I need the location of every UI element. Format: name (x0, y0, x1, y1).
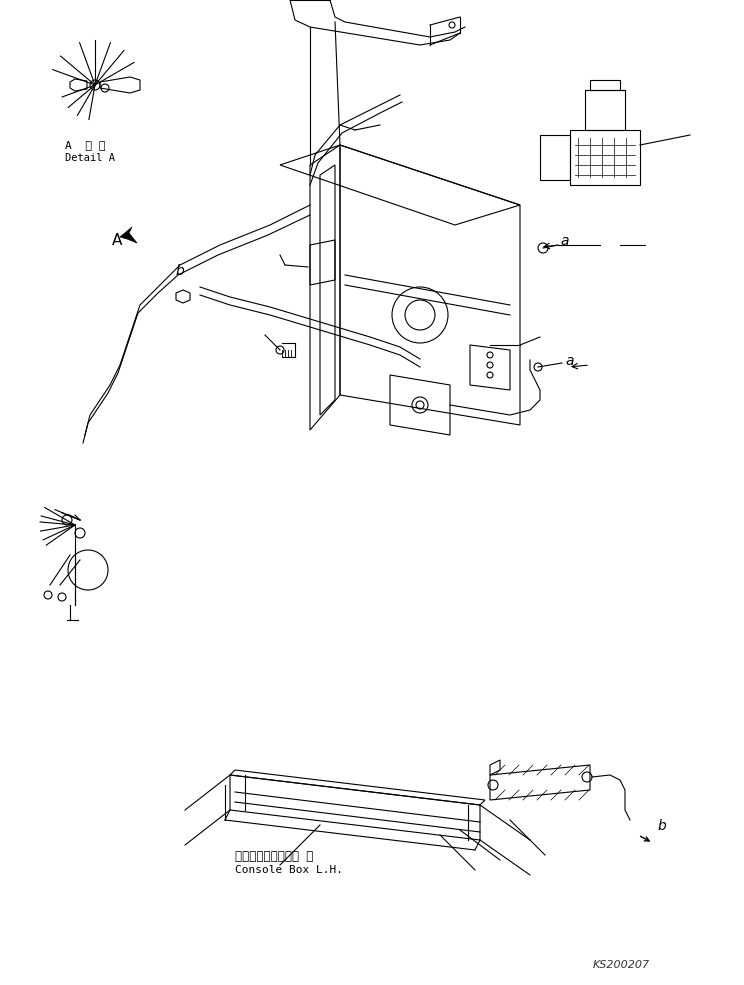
Text: A: A (112, 233, 122, 248)
Bar (570, 130, 640, 185)
Text: a: a (560, 234, 568, 248)
Text: Console Box L.H.: Console Box L.H. (235, 865, 343, 875)
Text: Detail A: Detail A (65, 153, 115, 163)
Text: a: a (565, 354, 574, 368)
Text: KS200207: KS200207 (593, 960, 650, 970)
Polygon shape (120, 227, 137, 243)
Text: b: b (175, 264, 184, 278)
Text: A  詳 細: A 詳 細 (65, 140, 106, 150)
Text: b: b (657, 819, 666, 833)
Text: コンソールボックス 左: コンソールボックス 左 (235, 850, 313, 863)
